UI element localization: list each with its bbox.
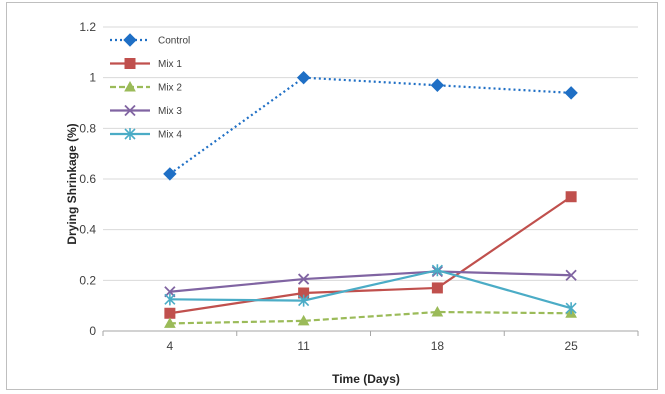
x-tick-label: 25: [564, 339, 578, 353]
legend-item-mix-4: Mix 4: [110, 128, 182, 141]
y-tick-label: 0.8: [79, 121, 96, 135]
data-point-control: [163, 167, 177, 181]
data-point-mix-1: [164, 307, 176, 319]
series-line-mix-1: [169, 195, 572, 315]
data-point-mix-4: [565, 302, 577, 315]
legend-item-mix-3: Mix 3: [110, 104, 182, 117]
y-tick-label: 1: [89, 71, 96, 85]
y-tick-label: 1.2: [79, 20, 96, 34]
data-point-mix-3: [297, 273, 310, 285]
data-point-mix-3: [565, 269, 577, 281]
series-mix-2: [164, 305, 577, 328]
chart-frame: [6, 2, 658, 390]
y-tick-label: 0.2: [79, 273, 96, 287]
legend-label: Mix 3: [158, 106, 182, 117]
series-control: [163, 70, 578, 181]
y-tick-label: 0: [89, 324, 96, 338]
legend-marker: [124, 58, 136, 69]
axes: 0 0.2 0.4 0.6 0.8 1 1.2 4 11 18 25: [79, 20, 639, 353]
y-axis-title: Drying Shrinkage (%): [65, 123, 79, 244]
legend-label: Mix 1: [158, 59, 182, 70]
legend-item-mix-1: Mix 1: [110, 58, 182, 70]
grid-lines: [103, 26, 638, 281]
legend: Control Mix 1 Mix 2 Mix 3 Mix 4: [110, 33, 190, 141]
series-line-mix-2: [169, 310, 572, 325]
legend-marker: [123, 33, 137, 47]
data-point-mix-2: [297, 314, 310, 326]
x-axis-title: Time (Days): [332, 372, 400, 386]
legend-label: Control: [158, 36, 190, 47]
legend-marker: [124, 80, 136, 92]
series-line-mix-4: [169, 269, 572, 310]
series-mix-3: [164, 265, 577, 298]
legend-label: Mix 4: [158, 130, 182, 141]
data-point-control: [430, 78, 445, 92]
data-point-mix-2: [164, 317, 176, 328]
legend-item-mix-2: Mix 2: [110, 80, 182, 94]
series-mix-1: [164, 191, 577, 319]
legend-item-control: Control: [110, 33, 190, 47]
data-point-mix-1: [565, 191, 577, 203]
data-point-control: [564, 86, 578, 100]
data-point-mix-2: [431, 305, 444, 317]
x-tick-label: 4: [167, 339, 174, 353]
x-tick-label: 11: [297, 339, 310, 353]
legend-marker: [124, 104, 136, 117]
legend-marker: [124, 128, 136, 140]
y-tick-label: 0.4: [79, 223, 96, 237]
data-point-mix-4: [431, 264, 443, 277]
series-line-mix-3: [169, 270, 572, 293]
y-tick-label: 0.6: [79, 172, 96, 186]
series-line-control: [169, 76, 572, 175]
series-mix-4: [164, 264, 577, 315]
data-point-mix-4: [298, 294, 310, 307]
data-point-mix-1: [431, 282, 443, 294]
data-point-control: [296, 70, 311, 85]
x-tick-label: 18: [431, 339, 445, 353]
data-point-mix-4: [164, 293, 176, 306]
legend-label: Mix 2: [158, 83, 182, 94]
series-layer: [163, 70, 578, 328]
